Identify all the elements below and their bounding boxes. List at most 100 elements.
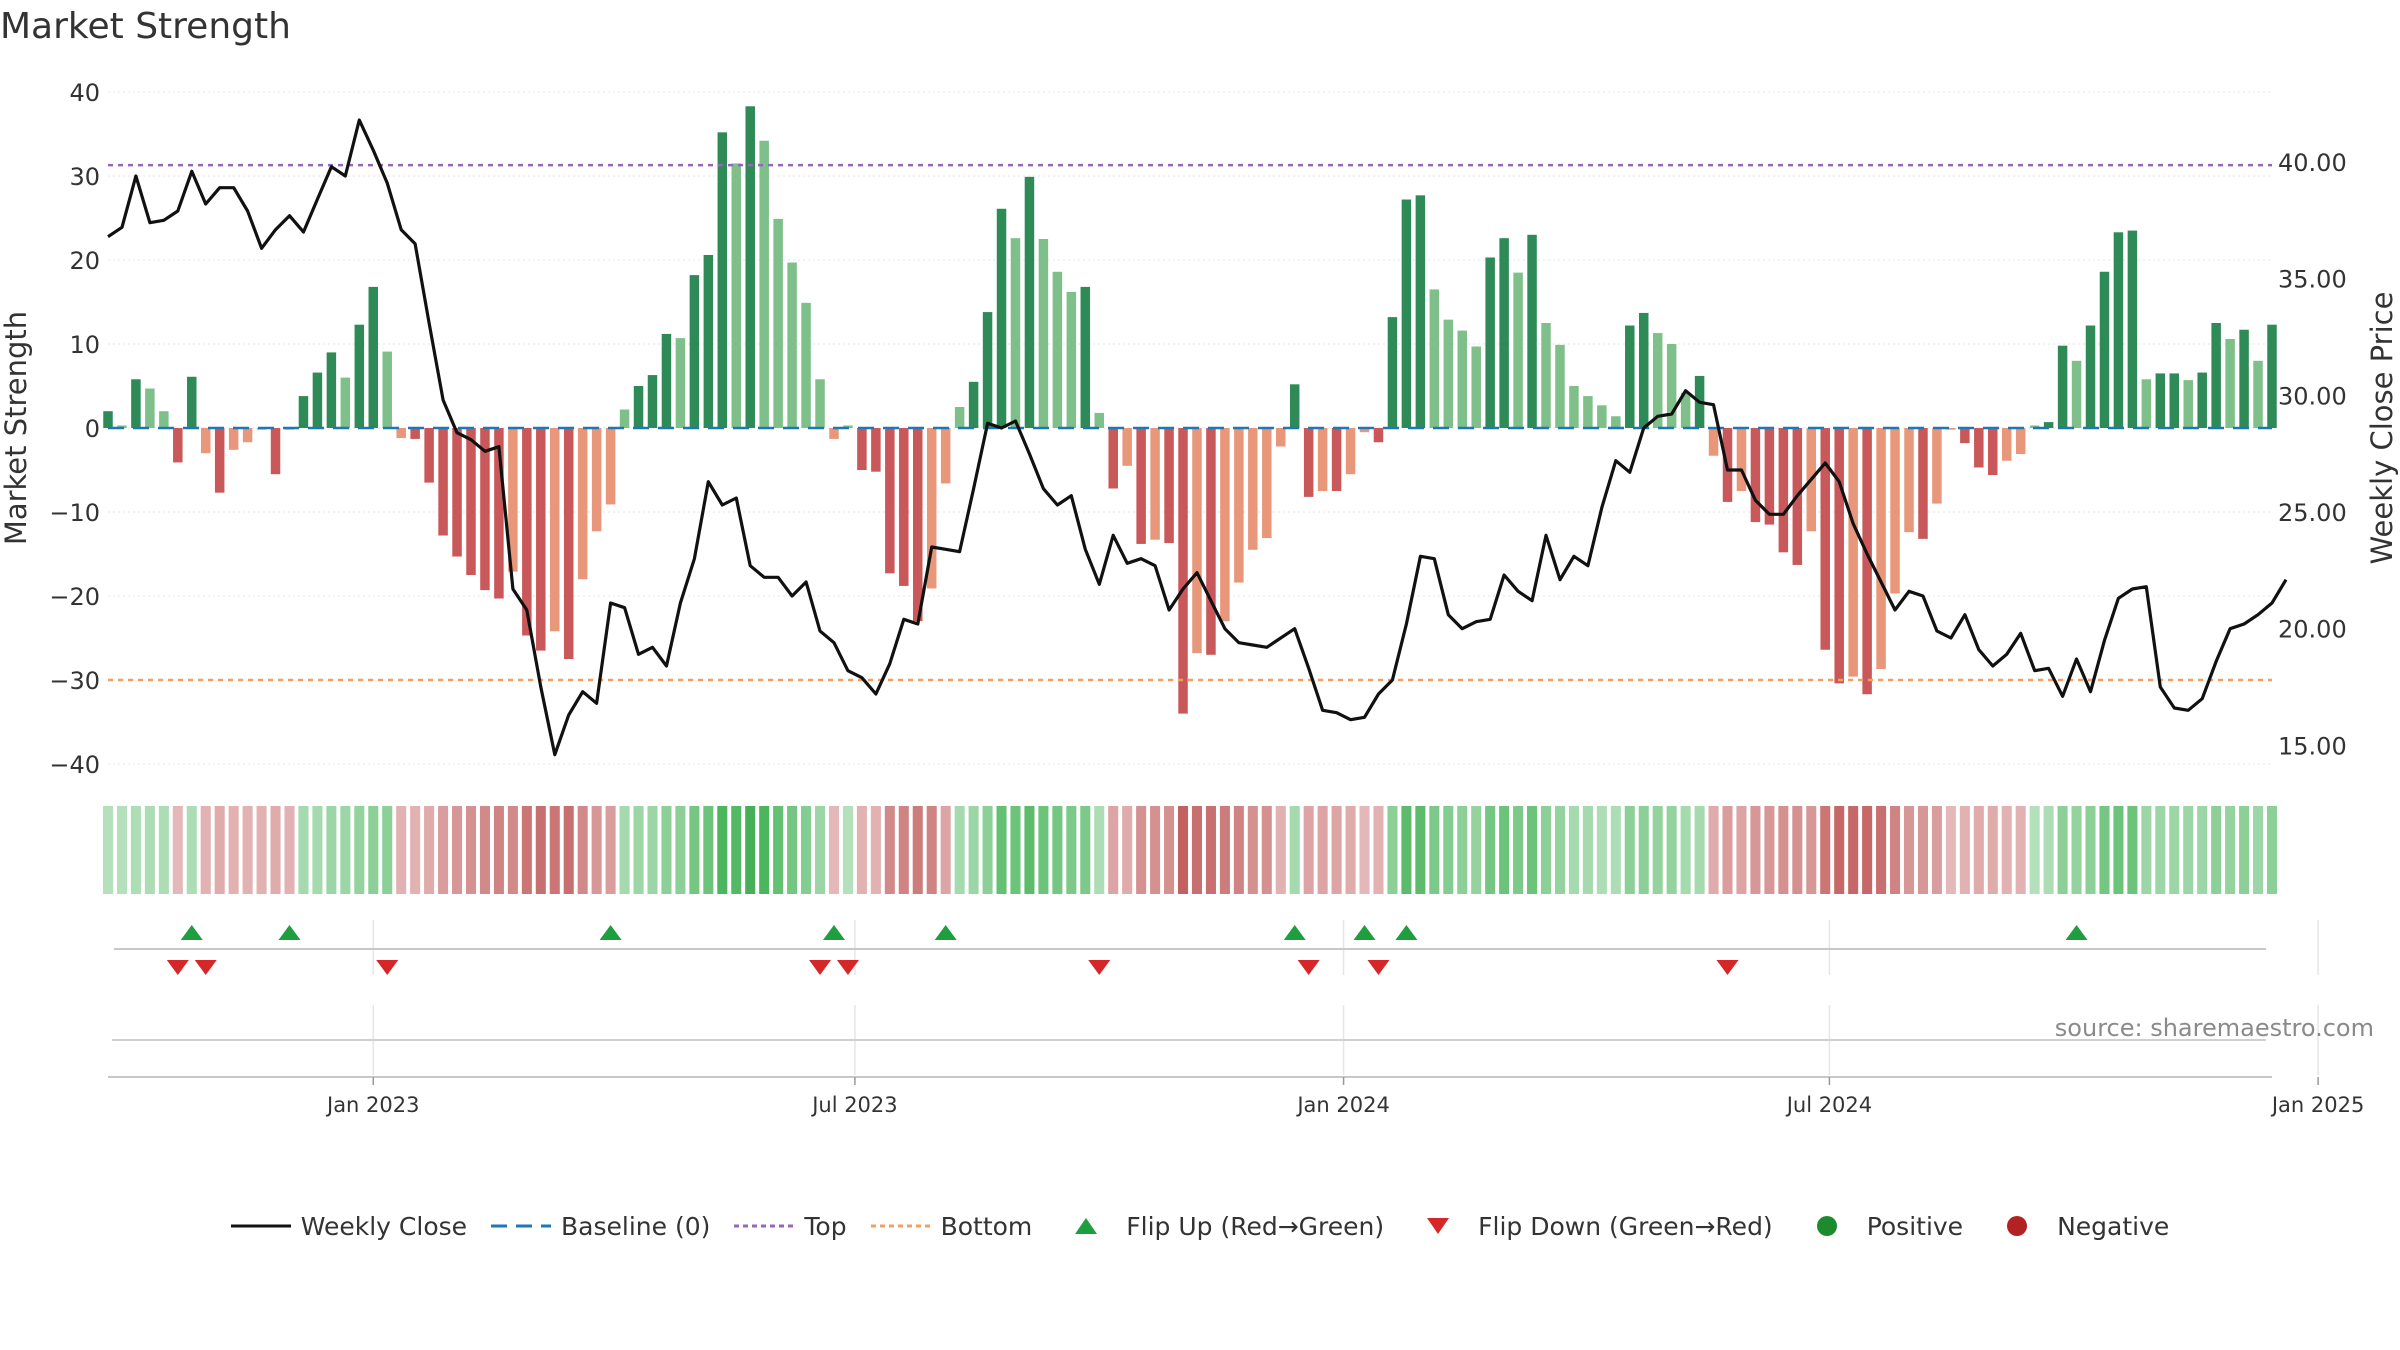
- positive-bar: [340, 377, 351, 428]
- positive-bar: [1457, 330, 1467, 428]
- regime-cell: [2015, 806, 2026, 894]
- regime-cell: [2183, 806, 2194, 894]
- positive-bar: [2099, 271, 2110, 428]
- positive-bar: [1666, 344, 1677, 428]
- y2-tick-label: 20.00: [2278, 616, 2347, 644]
- regime-cell: [1736, 806, 1747, 894]
- regime-cell: [591, 806, 602, 894]
- regime-cell: [731, 806, 742, 894]
- flip-down-marker: [809, 960, 832, 975]
- regime-cell: [256, 806, 267, 894]
- regime-cell: [828, 806, 840, 894]
- positive-bar: [1555, 344, 1565, 428]
- regime-cell: [870, 806, 881, 894]
- positive-bar: [2113, 232, 2124, 428]
- regime-cell: [535, 806, 546, 894]
- flip-down-marker: [1297, 960, 1320, 975]
- legend-item: Top: [734, 1211, 847, 1241]
- regime-cell: [2211, 806, 2222, 894]
- regime-cell: [2169, 806, 2180, 894]
- y-tick-label: −40: [49, 751, 100, 779]
- flip-down-marker: [1088, 960, 1111, 975]
- y-axis-title: Market Strength: [0, 311, 33, 545]
- regime-cell: [2029, 806, 2040, 894]
- regime-cell: [1024, 806, 1035, 894]
- legend-item: Flip Up (Red→Green): [1056, 1211, 1384, 1241]
- regime-cell: [2253, 806, 2264, 894]
- regime-cell: [1666, 806, 1677, 894]
- negative-bar: [1122, 428, 1132, 466]
- regime-cell: [270, 806, 281, 894]
- positive-bar: [619, 409, 630, 428]
- negative-bar: [494, 428, 504, 599]
- regime-cell: [563, 806, 574, 894]
- regime-cell: [1108, 806, 1119, 894]
- regime-cell: [1457, 806, 1468, 894]
- reference-lines: [108, 163, 2272, 682]
- regime-cell: [2001, 806, 2012, 894]
- regime-cell: [982, 806, 993, 894]
- regime-cell: [1345, 806, 1356, 894]
- regime-cell: [2155, 806, 2166, 894]
- negative-bar: [591, 428, 602, 532]
- regime-cell: [2225, 806, 2236, 894]
- negative-bar: [424, 428, 434, 483]
- regime-cell: [1582, 806, 1593, 894]
- positive-bar: [759, 140, 769, 428]
- regime-cell: [298, 806, 309, 894]
- regime-cell: [382, 806, 393, 894]
- negative-bar: [214, 428, 225, 493]
- positive-bar: [1485, 257, 1495, 428]
- y2-tick-label: 40.00: [2278, 149, 2347, 177]
- regime-cell: [1233, 806, 1244, 894]
- negative-bar: [1276, 428, 1286, 447]
- negative-bar: [2015, 428, 2026, 455]
- positive-bar: [815, 379, 825, 428]
- negative-bar: [1359, 428, 1370, 433]
- flip-up-marker: [1353, 925, 1376, 940]
- regime-cell: [1471, 806, 1482, 894]
- regime-cell: [1694, 806, 1705, 894]
- negative-bar: [1862, 428, 1872, 695]
- regime-cell: [452, 806, 463, 894]
- chart-title: Market Strength: [0, 6, 291, 47]
- regime-cell: [1987, 806, 1998, 894]
- negative-bar: [885, 428, 895, 574]
- positive-bar: [103, 411, 113, 428]
- regime-cell: [1568, 806, 1579, 894]
- regime-cell: [2085, 806, 2096, 894]
- positive-bar: [312, 372, 323, 428]
- regime-cell: [1219, 806, 1230, 894]
- regime-cell: [2113, 806, 2124, 894]
- positive-bar: [1066, 291, 1077, 428]
- weekly-close-line: [107, 118, 2288, 757]
- regime-cell: [926, 806, 937, 894]
- regime-cell: [368, 806, 379, 894]
- positive-bar: [996, 208, 1007, 428]
- legend-symbol-icon: [491, 1224, 552, 1228]
- regime-cell: [675, 806, 686, 894]
- regime-cell: [396, 806, 407, 894]
- regime-cell: [703, 806, 714, 894]
- regime-cell: [1862, 806, 1873, 894]
- regime-cell: [144, 806, 155, 894]
- regime-cell: [424, 806, 435, 894]
- positive-bar: [1052, 271, 1063, 428]
- regime-cell: [2099, 806, 2110, 894]
- positive-bar: [1638, 312, 1649, 428]
- regime-cell: [2141, 806, 2152, 894]
- y-tick-label: −30: [49, 667, 100, 695]
- negative-bar: [396, 428, 406, 439]
- negative-bar: [1974, 428, 1984, 468]
- regime-cell: [1275, 806, 1286, 894]
- positive-bar: [773, 218, 783, 428]
- regime-cell: [340, 806, 351, 894]
- negative-bar: [1303, 428, 1314, 497]
- regime-cell: [1066, 806, 1077, 894]
- regime-cell: [158, 806, 169, 894]
- legend-label: Positive: [1866, 1211, 1964, 1241]
- regime-cell: [1806, 806, 1817, 894]
- flip-down-marker: [1367, 960, 1390, 975]
- regime-cell: [759, 806, 770, 894]
- regime-cell: [228, 806, 239, 894]
